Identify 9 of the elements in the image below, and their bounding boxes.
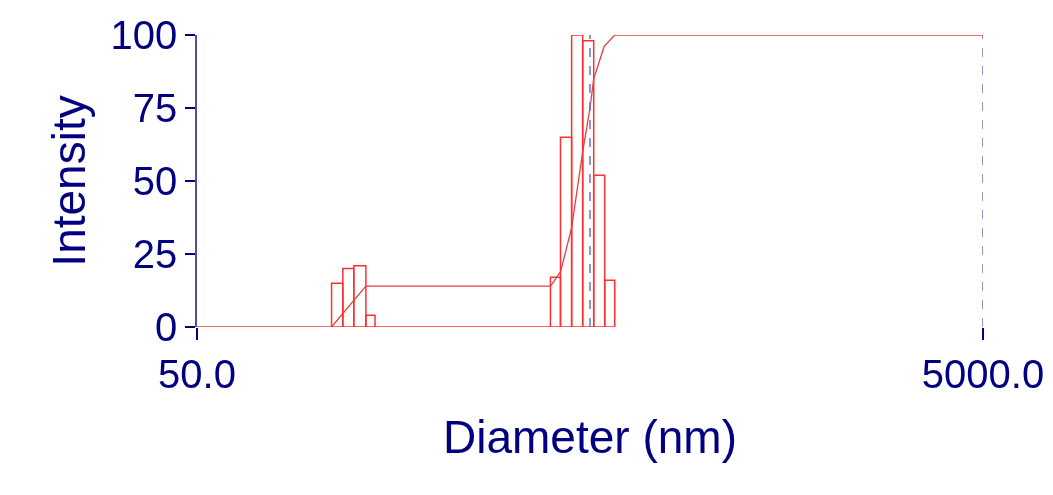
x-tick-label: 50.0 [158,352,236,396]
y-tick-label: 75 [132,86,178,130]
y-tick-label: 0 [155,305,178,349]
y-tick-label: 25 [132,232,178,276]
y-axis-title: Intensity [43,95,96,267]
x-axis-title: Diameter (nm) [443,410,737,463]
y-tick-label: 100 [110,13,178,57]
y-tick-label: 50 [132,159,178,203]
x-tick-label: 5000.0 [921,352,1045,396]
